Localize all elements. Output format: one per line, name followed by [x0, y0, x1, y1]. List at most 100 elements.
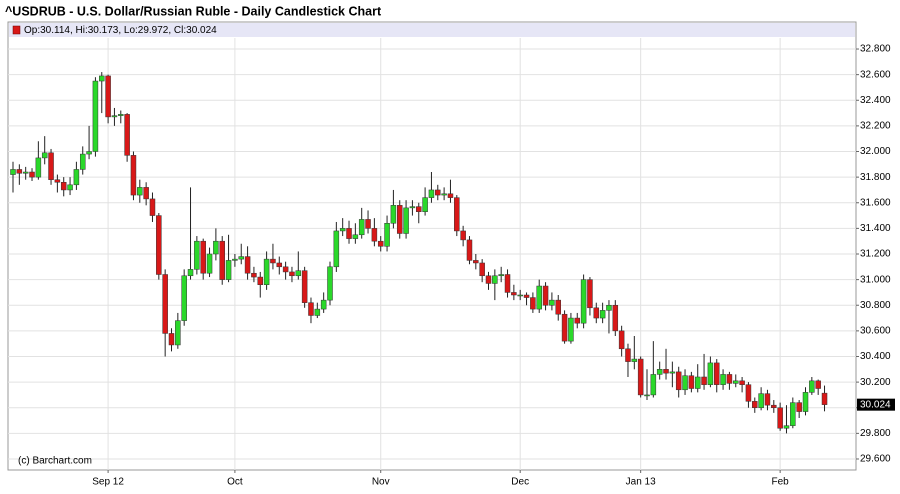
- candle-body: [542, 285, 549, 306]
- candle-body: [599, 310, 606, 319]
- candle-body: [669, 371, 676, 374]
- y-tick-label: 29.800: [860, 428, 891, 439]
- candle-body: [517, 294, 523, 297]
- candle-body: [124, 114, 130, 156]
- candle-body: [79, 153, 86, 170]
- candle-body: [187, 269, 194, 277]
- candle-body: [137, 187, 143, 196]
- candle-body: [713, 362, 720, 385]
- candle-body: [454, 197, 460, 232]
- candle-body: [771, 404, 777, 408]
- candle-body: [308, 302, 314, 316]
- candle-body: [118, 114, 124, 116]
- y-tick-label: 30.200: [860, 377, 891, 388]
- candle-body: [54, 179, 61, 183]
- candle-body: [48, 152, 54, 180]
- candle-body: [60, 182, 67, 191]
- y-tick-label: 32.400: [860, 95, 891, 106]
- candle-body: [447, 193, 454, 198]
- candle-body: [377, 240, 384, 247]
- candle-body: [688, 375, 695, 389]
- plot-area: [7, 21, 857, 471]
- candle-body: [346, 228, 352, 239]
- y-tick-label: 32.600: [860, 69, 891, 80]
- y-tick-label: 31.600: [860, 197, 891, 208]
- candle-body: [435, 189, 441, 196]
- candle-body: [206, 253, 213, 274]
- y-tick-label: 31.400: [860, 223, 891, 234]
- candle-body: [758, 393, 764, 408]
- candle-body: [656, 369, 663, 375]
- candle-body: [549, 299, 555, 306]
- candle-body: [523, 294, 530, 298]
- candle-body: [175, 320, 181, 346]
- candle-body: [130, 155, 137, 196]
- candle-body: [606, 304, 612, 311]
- candle-body: [492, 275, 498, 284]
- candle-body: [511, 292, 517, 296]
- candle-body: [682, 375, 688, 391]
- candle-body: [701, 376, 707, 385]
- candle-body: [168, 333, 175, 346]
- candle-body: [675, 371, 682, 391]
- y-tick-label: 30.800: [860, 300, 891, 311]
- candle-body: [365, 219, 371, 229]
- candle-body: [257, 276, 264, 285]
- candle-body: [637, 358, 644, 396]
- candle-body: [612, 304, 619, 332]
- candle-body: [352, 234, 359, 239]
- legend-text: Op:30.114, Hi:30.173, Lo:29.972, Cl:30.0…: [24, 25, 217, 36]
- candle-body: [181, 275, 187, 321]
- candle-body: [232, 258, 238, 261]
- candle-body: [99, 75, 105, 82]
- candle-body: [67, 184, 73, 191]
- y-tick-label: 30.400: [860, 351, 891, 362]
- candle-body: [149, 198, 156, 216]
- y-tick-label: 29.600: [860, 454, 891, 465]
- candle-body: [35, 157, 42, 178]
- candle-body: [219, 240, 225, 280]
- candle-body: [809, 380, 815, 393]
- y-tick-label: 32.000: [860, 146, 891, 157]
- candle-body: [409, 206, 416, 209]
- candle-body: [244, 256, 251, 274]
- candle-body: [263, 258, 270, 285]
- chart-title: ^USDRUB - U.S. Dollar/Russian Ruble - Da…: [5, 4, 382, 18]
- legend-strip: [9, 23, 855, 37]
- x-tick-label: Dec: [511, 477, 529, 488]
- x-tick-label: Sep 12: [92, 477, 124, 488]
- candle-body: [752, 401, 758, 408]
- candle-body: [561, 313, 568, 342]
- candle-body: [41, 152, 48, 159]
- candle-body: [777, 407, 783, 429]
- candle-body: [295, 270, 302, 277]
- last-price-label: 30.024: [860, 399, 891, 410]
- candle-body: [390, 205, 397, 224]
- candle-body: [276, 262, 283, 268]
- candle-body: [593, 307, 600, 319]
- candle-body: [162, 274, 168, 334]
- candle-body: [156, 215, 162, 275]
- candle-body: [479, 262, 485, 277]
- candle-body: [707, 362, 714, 385]
- candle-body: [22, 171, 29, 174]
- candle-body: [225, 260, 232, 280]
- candle-body: [783, 425, 790, 429]
- candle-body: [314, 308, 321, 316]
- candle-body: [200, 240, 206, 274]
- candle-body: [580, 279, 587, 324]
- candle-body: [194, 240, 200, 270]
- candle-body: [574, 317, 581, 324]
- candle-body: [618, 330, 625, 350]
- candle-body: [504, 274, 511, 293]
- candle-body: [568, 317, 574, 342]
- candle-body: [327, 266, 333, 301]
- candle-body: [802, 392, 809, 412]
- x-tick-label: Oct: [227, 477, 243, 488]
- candle-body: [371, 228, 378, 242]
- candle-body: [73, 169, 80, 186]
- candle-body: [10, 169, 16, 175]
- candle-body: [473, 260, 479, 264]
- candle-body: [720, 374, 726, 385]
